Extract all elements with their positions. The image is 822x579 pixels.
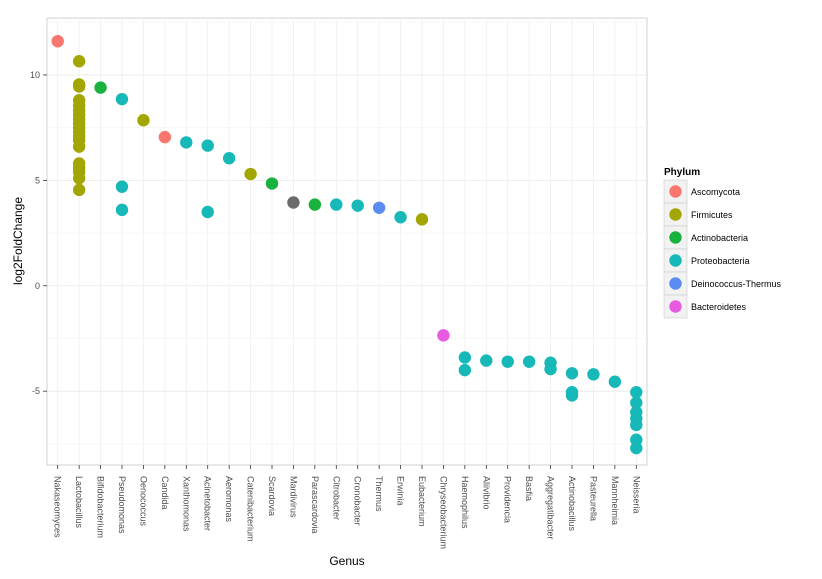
x-tick-label: Chryseobacterium	[438, 476, 448, 549]
data-point	[330, 198, 343, 211]
x-tick-label: Erwinia	[396, 476, 406, 506]
data-point	[587, 368, 600, 381]
x-tick-label: Basfia	[524, 476, 534, 501]
legend-swatch	[669, 185, 682, 198]
x-tick-label: Aliivibrio	[481, 476, 491, 510]
data-point	[630, 396, 643, 409]
y-tick-label: 5	[35, 175, 40, 185]
legend-label: Actinobacteria	[691, 233, 748, 243]
x-tick-label: Mannheimia	[610, 476, 620, 525]
y-tick-label: 0	[35, 281, 40, 291]
data-point	[201, 139, 214, 152]
legend-swatch	[669, 208, 682, 221]
data-point	[115, 92, 129, 106]
x-tick-label: Aggregatibacter	[546, 476, 556, 540]
data-point	[565, 367, 579, 380]
data-point	[158, 130, 172, 144]
x-tick-label: Scardovia	[267, 476, 277, 516]
x-tick-label: Haemophilus	[460, 476, 470, 529]
x-tick-label: Mardivirus	[288, 476, 298, 518]
data-point	[180, 136, 193, 149]
x-tick-label: Neisseria	[631, 476, 641, 514]
data-point	[287, 196, 300, 209]
legend-label: Proteobacteria	[691, 256, 750, 266]
data-point	[458, 363, 472, 377]
legend-swatch	[669, 254, 682, 267]
y-axis-title: log2FoldChange	[11, 197, 25, 285]
data-point	[522, 355, 536, 368]
legend-label: Ascomycota	[691, 187, 740, 197]
x-axis: Nakaseomyces Lactobacillus Bifidobacterium…	[53, 465, 641, 549]
data-point	[72, 140, 86, 153]
data-point	[415, 213, 429, 226]
x-tick-label: Catenibacterium	[246, 476, 256, 542]
data-point	[608, 375, 622, 388]
data-point	[630, 386, 643, 399]
x-tick-label: Actinobacillus	[567, 476, 577, 532]
data-point	[630, 441, 643, 455]
x-tick-label: Candida	[160, 476, 170, 510]
x-tick-label: Pasteurella	[588, 476, 598, 521]
data-point	[437, 329, 450, 342]
data-point	[394, 211, 407, 224]
data-point	[115, 203, 129, 217]
data-point	[265, 177, 279, 190]
data-point	[480, 354, 493, 367]
x-tick-label: Parascardovia	[310, 476, 320, 534]
data-point	[565, 389, 579, 402]
data-point	[544, 362, 557, 376]
legend-title: Phylum	[664, 167, 700, 178]
legend: Phylum Ascomycota Firmicutes Actinobacteri…	[663, 167, 782, 319]
data-point	[115, 180, 129, 193]
data-point	[51, 34, 64, 48]
data-point	[351, 199, 364, 212]
data-point	[94, 81, 107, 94]
legend-swatch	[669, 231, 682, 244]
x-tick-label: Acinetobacter	[203, 476, 213, 531]
data-point	[308, 198, 322, 211]
x-tick-label: Citrobacter	[331, 476, 341, 520]
x-tick-label: Providencia	[503, 476, 513, 523]
y-axis: 10 5 0 -5	[30, 70, 47, 396]
x-axis-title: Genus	[329, 554, 364, 568]
data-point	[372, 201, 386, 214]
data-point	[72, 172, 86, 185]
data-point	[72, 80, 86, 93]
legend-swatch	[669, 277, 682, 290]
x-tick-label: Xanthomonas	[181, 476, 191, 532]
x-tick-label: Cronobacter	[353, 476, 363, 526]
plot-panel	[46, 17, 648, 466]
legend-swatch	[669, 300, 682, 313]
x-tick-label: Bifidobacterium	[96, 476, 106, 538]
x-tick-label: Lactobacillus	[74, 476, 84, 529]
data-point	[458, 351, 472, 364]
y-tick-label: 10	[30, 70, 40, 80]
data-point	[501, 355, 514, 368]
data-point	[137, 114, 150, 127]
legend-label: Bacteroidetes	[691, 302, 747, 312]
legend-label: Firmicutes	[691, 210, 733, 220]
data-point	[72, 55, 86, 68]
data-points	[51, 34, 643, 455]
data-point	[244, 167, 257, 181]
x-tick-label: Eubacterium	[417, 476, 427, 527]
x-tick-label: Aeromonas	[224, 476, 234, 523]
data-point	[72, 183, 86, 197]
x-tick-label: Oenococcus	[138, 476, 148, 527]
x-tick-label: Thermus	[374, 476, 384, 512]
legend-label: Deinococcus-Thermus	[691, 279, 782, 289]
x-tick-label: Pseudomonas	[117, 476, 127, 534]
data-point	[201, 205, 214, 219]
data-point	[630, 418, 643, 432]
y-tick-label: -5	[32, 386, 40, 396]
x-tick-label: Nakaseomyces	[53, 476, 63, 538]
data-point	[222, 152, 236, 165]
